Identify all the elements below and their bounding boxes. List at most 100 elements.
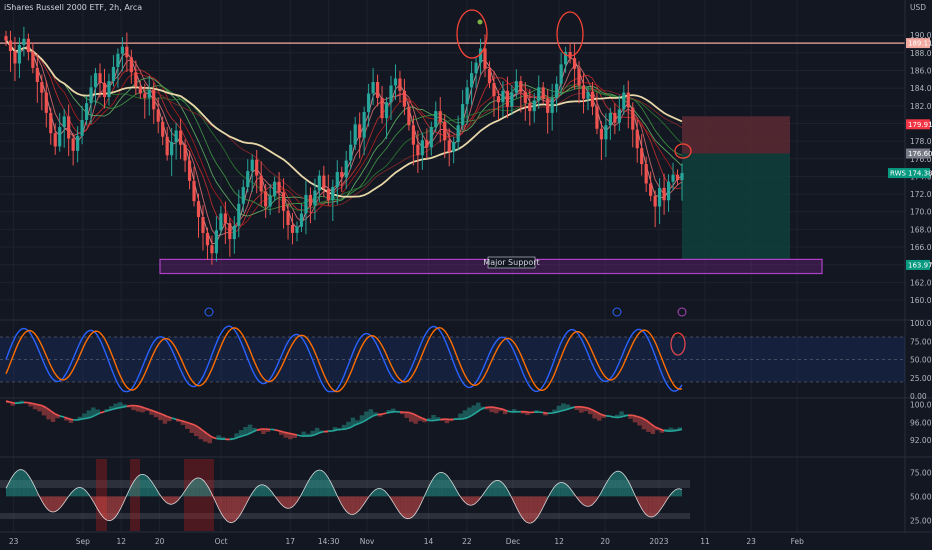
candle-body xyxy=(666,181,671,201)
osc-fill xyxy=(339,496,342,505)
price-tick: 172.00 xyxy=(910,190,932,199)
osc-fill xyxy=(488,484,491,497)
trend-fill xyxy=(579,406,584,413)
long-moving-average xyxy=(5,39,683,198)
osc-fill xyxy=(560,482,563,497)
osc-fill xyxy=(578,496,581,503)
candle-body xyxy=(572,58,577,69)
event-marker-2[interactable] xyxy=(612,307,622,317)
candle-body xyxy=(644,164,648,184)
trend-line xyxy=(162,413,168,418)
price-tick: 160.00 xyxy=(910,296,932,305)
osc-fill xyxy=(542,496,545,509)
candle-body xyxy=(505,90,510,107)
stoch-tick: 50.00 xyxy=(910,356,932,365)
trend-line xyxy=(292,433,298,436)
trend-line xyxy=(207,433,213,438)
panel3-tick: 75.00 xyxy=(910,468,932,477)
osc-fill xyxy=(679,488,682,497)
candle-body xyxy=(156,109,160,122)
osc-fill xyxy=(562,482,565,497)
candle-body xyxy=(281,192,286,211)
price-tick: 188.00 xyxy=(910,49,932,58)
osc-fill xyxy=(98,496,101,514)
osc-fill xyxy=(492,480,495,497)
osc-fill xyxy=(431,477,435,497)
time-tick: 11 xyxy=(700,537,710,546)
osc-fill xyxy=(447,476,450,497)
trend-line xyxy=(122,405,128,408)
candle-body xyxy=(187,160,192,181)
candle-body xyxy=(31,52,35,68)
osc-fill xyxy=(235,496,239,521)
trend-line xyxy=(54,413,61,417)
candle-body xyxy=(219,213,223,231)
osc-fill xyxy=(445,474,448,497)
osc-fill xyxy=(533,496,536,522)
osc-fill xyxy=(416,496,419,513)
osc-fill xyxy=(188,482,191,497)
candle-body xyxy=(675,174,680,180)
trend-line xyxy=(211,436,217,440)
trend-fill xyxy=(86,410,92,419)
osc-fill xyxy=(499,480,502,497)
osc-fill xyxy=(6,483,9,497)
event-marker-3[interactable] xyxy=(677,307,687,317)
candle-body xyxy=(465,87,469,105)
osc-fill xyxy=(440,472,444,497)
osc-fill xyxy=(51,496,54,513)
trend-line xyxy=(601,413,607,417)
osc-fill xyxy=(519,496,523,518)
trend-line xyxy=(10,401,16,405)
osc-fill xyxy=(377,488,381,497)
trend-line xyxy=(198,426,204,432)
osc-fill xyxy=(172,496,175,505)
candle-body xyxy=(389,85,393,103)
major-support-label: Major Support xyxy=(483,258,539,267)
osc-fill xyxy=(323,471,326,497)
osc-fill xyxy=(138,474,142,497)
candle-body xyxy=(393,78,398,86)
osc-fill xyxy=(657,496,660,514)
price-tick: 176.00 xyxy=(910,155,932,164)
candle-body xyxy=(317,175,321,191)
candle-body xyxy=(129,57,133,73)
current-symbol: RWSA xyxy=(890,170,911,178)
osc-fill xyxy=(258,484,261,497)
trend-fill xyxy=(489,407,494,413)
osc-fill xyxy=(467,496,471,506)
candle-body xyxy=(89,87,93,104)
time-tick: 20 xyxy=(600,537,610,546)
trend-line xyxy=(77,418,83,421)
candle-body xyxy=(568,52,572,59)
osc-fill xyxy=(184,488,187,497)
price-tick: 182.00 xyxy=(910,102,932,111)
panel3-lower-band xyxy=(0,513,690,519)
trend-line xyxy=(296,434,302,437)
trend-line xyxy=(283,431,289,434)
osc-fill xyxy=(616,471,619,497)
osc-fill xyxy=(314,470,317,497)
trend-fill xyxy=(632,415,638,423)
osc-fill xyxy=(82,488,85,497)
candle-body xyxy=(196,201,201,218)
candle-body xyxy=(581,85,586,99)
osc-fill xyxy=(136,475,139,497)
candle-body xyxy=(120,46,124,54)
event-marker-1[interactable] xyxy=(204,307,214,317)
candle-body xyxy=(461,104,465,126)
candle-body xyxy=(44,92,48,113)
osc-fill xyxy=(53,496,56,513)
osc-fill xyxy=(564,483,568,497)
osc-fill xyxy=(316,470,320,497)
osc-fill xyxy=(17,469,20,497)
time-tick: Oct xyxy=(215,537,228,546)
candle-body xyxy=(595,106,599,129)
trend-line xyxy=(140,405,146,409)
candle-body xyxy=(201,217,205,233)
osc-fill xyxy=(591,496,595,505)
trend-line xyxy=(153,410,159,414)
osc-fill xyxy=(312,472,315,497)
osc-fill xyxy=(129,484,133,497)
trend-line xyxy=(278,430,284,433)
